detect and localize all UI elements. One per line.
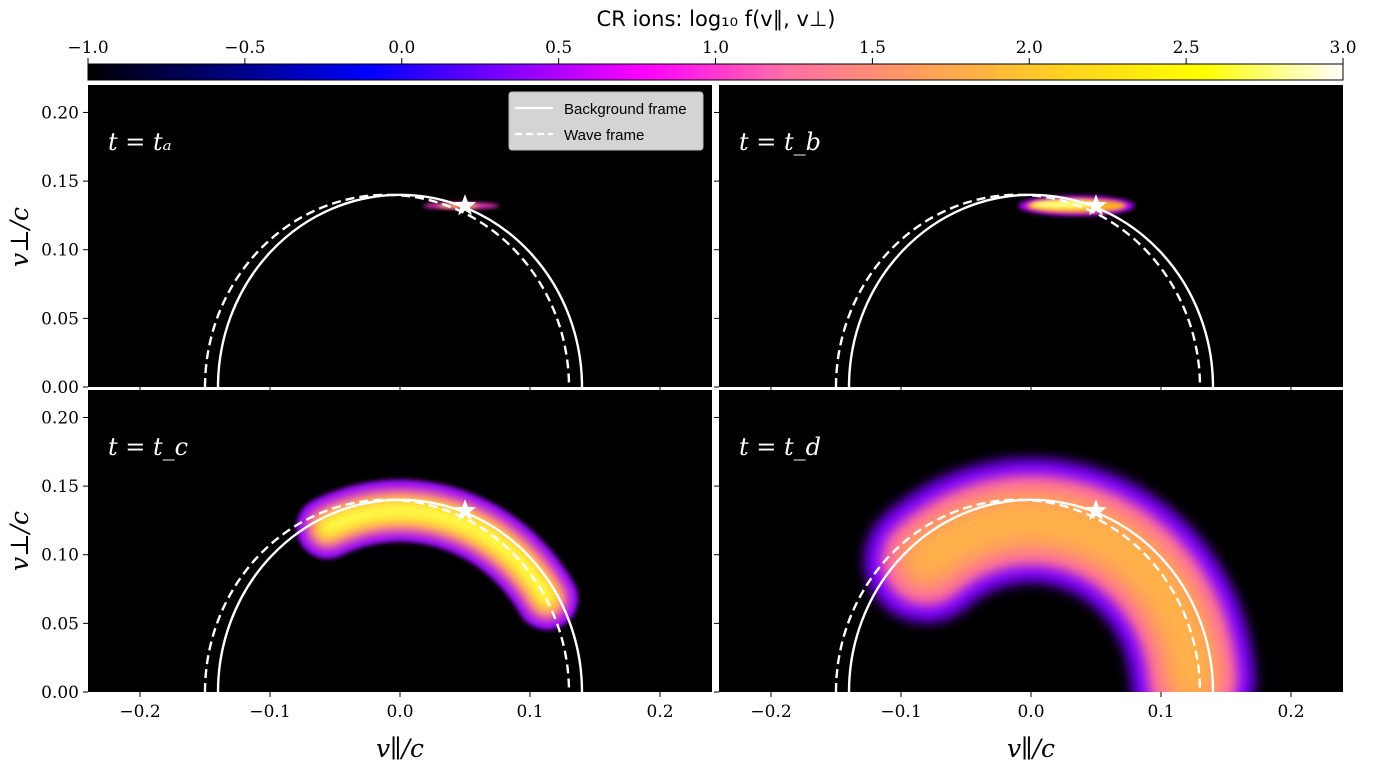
panel-background <box>719 85 1343 387</box>
y-tick-label: 0.20 <box>41 408 79 428</box>
y-tick-label: 0.15 <box>41 477 79 497</box>
distribution-layer-3 <box>320 503 554 606</box>
legend-box <box>508 91 704 151</box>
colorbar-tick-label: 0.5 <box>545 38 572 58</box>
x-tick-label: 0.0 <box>1017 702 1044 722</box>
y-tick-label: 0.00 <box>41 683 79 703</box>
background-frame-circle <box>216 498 584 692</box>
star-marker <box>453 194 477 216</box>
y-tick-label: 0.00 <box>41 378 79 398</box>
colorbar-tick-label: −1.0 <box>67 38 108 58</box>
panel-ttb: t = t_b <box>714 85 1343 392</box>
x-axis-label-left: v∥/c <box>376 734 424 763</box>
panel-label: t = t_c <box>108 433 188 461</box>
x-tick-label: 0.0 <box>386 702 413 722</box>
panels: t = tₐ 0.00 0.05 0.10 0.15 0.20 t = t_bt = t_c… <box>41 85 1343 722</box>
y-tick-label: 0.10 <box>41 546 79 566</box>
legend-wave-frame: Wave frame <box>564 127 644 144</box>
x-tick-label: 0.1 <box>1147 702 1174 722</box>
panel-plot-area <box>203 479 584 692</box>
x-axis-label-right: v∥/c <box>1007 734 1055 763</box>
y-tick-label: 0.10 <box>41 241 79 261</box>
colorbar-tick-label: 2.5 <box>1173 38 1200 58</box>
colorbar-title: CR ions: log₁₀ f(v∥, v⊥) <box>597 7 836 31</box>
background-frame-circle <box>847 498 1215 692</box>
panel-plot-area <box>203 193 584 387</box>
x-tick-label: −0.2 <box>119 702 160 722</box>
panel-ttd: t = t_d −0.2 −0.1 0.0 0.1 0.2 <box>714 390 1343 722</box>
panel-plot-area <box>834 458 1255 692</box>
y-tick-label: 0.20 <box>41 103 79 123</box>
panel-plot-area <box>834 193 1215 387</box>
colorbar-tick-label: 3.0 <box>1329 38 1356 58</box>
x-tick-label: −0.1 <box>249 702 290 722</box>
y-axis-label-bottom: v⊥/c <box>5 511 34 571</box>
panel-label: t = t_d <box>739 433 821 461</box>
x-tick-label: −0.1 <box>880 702 921 722</box>
y-tick-label: 0.15 <box>41 172 79 192</box>
colorbar-tick-label: 1.0 <box>702 38 729 58</box>
panel-ttc: t = t_c −0.2 −0.1 0.0 0.1 0.2 0.00 0.05 0.10 0.15… <box>41 390 712 722</box>
y-axis-label-top: v⊥/c <box>5 207 34 267</box>
colorbar-bar <box>87 63 1344 81</box>
panel-label: t = t_b <box>739 128 821 156</box>
x-tick-label: 0.2 <box>1277 702 1304 722</box>
panel-label: t = tₐ <box>108 128 172 156</box>
y-tick-label: 0.05 <box>41 614 79 634</box>
star-marker <box>1084 194 1108 216</box>
colorbar-ticks: −1.0 −0.5 0.0 0.5 1.0 1.5 2.0 2.5 3.0 <box>67 38 1357 64</box>
colorbar-tick-label: −0.5 <box>224 38 265 58</box>
wave-frame-circle <box>203 193 571 387</box>
colorbar: CR ions: log₁₀ f(v∥, v⊥) −1.0 −0.5 0.0 0.5 1… <box>67 7 1357 81</box>
background-frame-circle <box>216 193 584 387</box>
colorbar-tick-label: 0.0 <box>388 38 415 58</box>
colorbar-tick-label: 1.5 <box>859 38 886 58</box>
star-marker <box>1084 499 1108 521</box>
x-tick-label: −0.2 <box>750 702 791 722</box>
y-tick-label: 0.05 <box>41 309 79 329</box>
background-frame-circle <box>847 193 1215 387</box>
legend-background-frame: Background frame <box>564 101 687 118</box>
wave-frame-circle <box>834 498 1202 692</box>
colorbar-tick-label: 2.0 <box>1016 38 1043 58</box>
star-marker <box>453 499 477 521</box>
legend: Background frame Wave frame <box>508 91 704 151</box>
x-tick-label: 0.2 <box>646 702 673 722</box>
x-tick-label: 0.1 <box>516 702 543 722</box>
distribution-layer-3 <box>909 503 1211 692</box>
wave-frame-circle <box>834 193 1202 387</box>
wave-frame-circle <box>203 498 571 692</box>
